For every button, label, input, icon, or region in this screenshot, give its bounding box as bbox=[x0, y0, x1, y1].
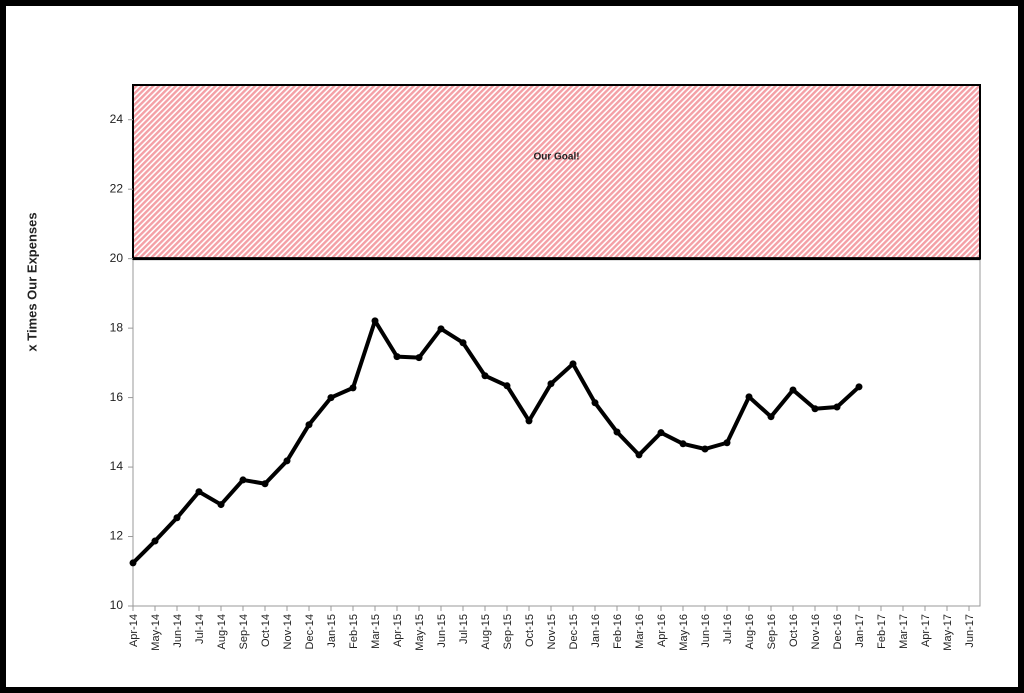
y-tick-label: 12 bbox=[110, 529, 124, 543]
point bbox=[393, 353, 401, 361]
x-tick-label: Sep-15 bbox=[502, 614, 514, 649]
x-tick-label: Jan-16 bbox=[590, 614, 602, 648]
x-tick-label: May-15 bbox=[414, 614, 426, 651]
point bbox=[789, 386, 797, 394]
x-tick-label: Aug-15 bbox=[480, 614, 492, 649]
point bbox=[723, 439, 731, 447]
x-tick-label: Feb-17 bbox=[876, 614, 888, 649]
x-tick-label: Sep-14 bbox=[238, 614, 250, 649]
series-line bbox=[131, 318, 861, 565]
x-tick-label: Jan-15 bbox=[326, 614, 338, 648]
x-tick-label: Jul-14 bbox=[194, 614, 206, 644]
point bbox=[635, 451, 643, 459]
x-tick-label: Apr-14 bbox=[128, 614, 140, 647]
point bbox=[503, 382, 511, 390]
x-tick-label: Mar-15 bbox=[370, 614, 382, 649]
y-tick-label: 10 bbox=[110, 598, 124, 612]
point bbox=[327, 394, 335, 402]
x-tick-label: Jun-15 bbox=[436, 614, 448, 648]
point bbox=[613, 428, 621, 436]
x-tick-label: Dec-14 bbox=[304, 614, 316, 649]
point bbox=[657, 429, 665, 437]
point bbox=[701, 445, 709, 453]
x-tick-label: Aug-16 bbox=[744, 614, 756, 649]
x-tick-label: Feb-15 bbox=[348, 614, 360, 649]
x-tick-label: Oct-16 bbox=[788, 614, 800, 647]
x-tick-label: Mar-16 bbox=[634, 614, 646, 649]
point bbox=[679, 440, 687, 448]
x-tick-label: Oct-14 bbox=[260, 614, 272, 647]
x-tick-label: Mar-17 bbox=[898, 614, 910, 649]
point bbox=[745, 393, 753, 401]
point bbox=[569, 360, 577, 368]
point bbox=[349, 384, 357, 392]
point bbox=[833, 403, 841, 411]
x-tick-label: May-16 bbox=[678, 614, 690, 651]
x-tick-label: Feb-16 bbox=[612, 614, 624, 649]
point bbox=[239, 476, 247, 484]
x-tick-label: Nov-15 bbox=[546, 614, 558, 649]
y-tick-label: 24 bbox=[110, 112, 124, 126]
x-tick-label: May-17 bbox=[942, 614, 954, 651]
point bbox=[261, 480, 269, 488]
y-tick-label: 20 bbox=[110, 251, 124, 265]
x-tick-label: Jul-15 bbox=[458, 614, 470, 644]
point bbox=[129, 559, 137, 567]
x-tick-label: Jun-14 bbox=[172, 614, 184, 648]
x-tick-label: Jul-16 bbox=[722, 614, 734, 644]
x-tick-label: Sep-16 bbox=[766, 614, 778, 649]
y-tick-label: 22 bbox=[110, 181, 124, 195]
x-tick-label: Apr-16 bbox=[656, 614, 668, 647]
x-tick-label: Dec-16 bbox=[832, 614, 844, 649]
y-tick-label: 18 bbox=[110, 320, 124, 334]
point bbox=[415, 354, 423, 362]
point bbox=[217, 501, 225, 509]
y-axis-label: x Times Our Expenses bbox=[24, 212, 39, 351]
point bbox=[481, 372, 489, 380]
point bbox=[855, 383, 863, 391]
x-tick-label: Apr-17 bbox=[920, 614, 932, 647]
point bbox=[811, 405, 819, 413]
x-tick-label: May-14 bbox=[150, 614, 162, 651]
point bbox=[525, 417, 533, 425]
x-tick-label: Aug-14 bbox=[216, 614, 228, 649]
point bbox=[767, 413, 775, 421]
x-tick-label: Nov-14 bbox=[282, 614, 294, 649]
x-tick-label: Apr-15 bbox=[392, 614, 404, 647]
point bbox=[437, 325, 445, 333]
point bbox=[195, 488, 203, 496]
point bbox=[459, 339, 467, 347]
x-tick-label: Nov-16 bbox=[810, 614, 822, 649]
y-tick-label: 16 bbox=[110, 390, 124, 404]
point bbox=[591, 399, 599, 407]
x-tick-label: Dec-15 bbox=[568, 614, 580, 649]
point bbox=[283, 457, 291, 465]
goal-label: Our Goal! bbox=[533, 151, 579, 162]
goal-band bbox=[132, 84, 981, 260]
x-tick-label: Jun-17 bbox=[964, 614, 976, 648]
point bbox=[173, 514, 181, 522]
point bbox=[305, 421, 313, 429]
x-tick-label: Jun-16 bbox=[700, 614, 712, 648]
x-tick-label: Jan-17 bbox=[854, 614, 866, 648]
point bbox=[547, 380, 555, 388]
point bbox=[371, 317, 379, 325]
point bbox=[151, 537, 159, 545]
x-tick-label: Oct-15 bbox=[524, 614, 536, 647]
y-tick-label: 14 bbox=[110, 459, 124, 473]
